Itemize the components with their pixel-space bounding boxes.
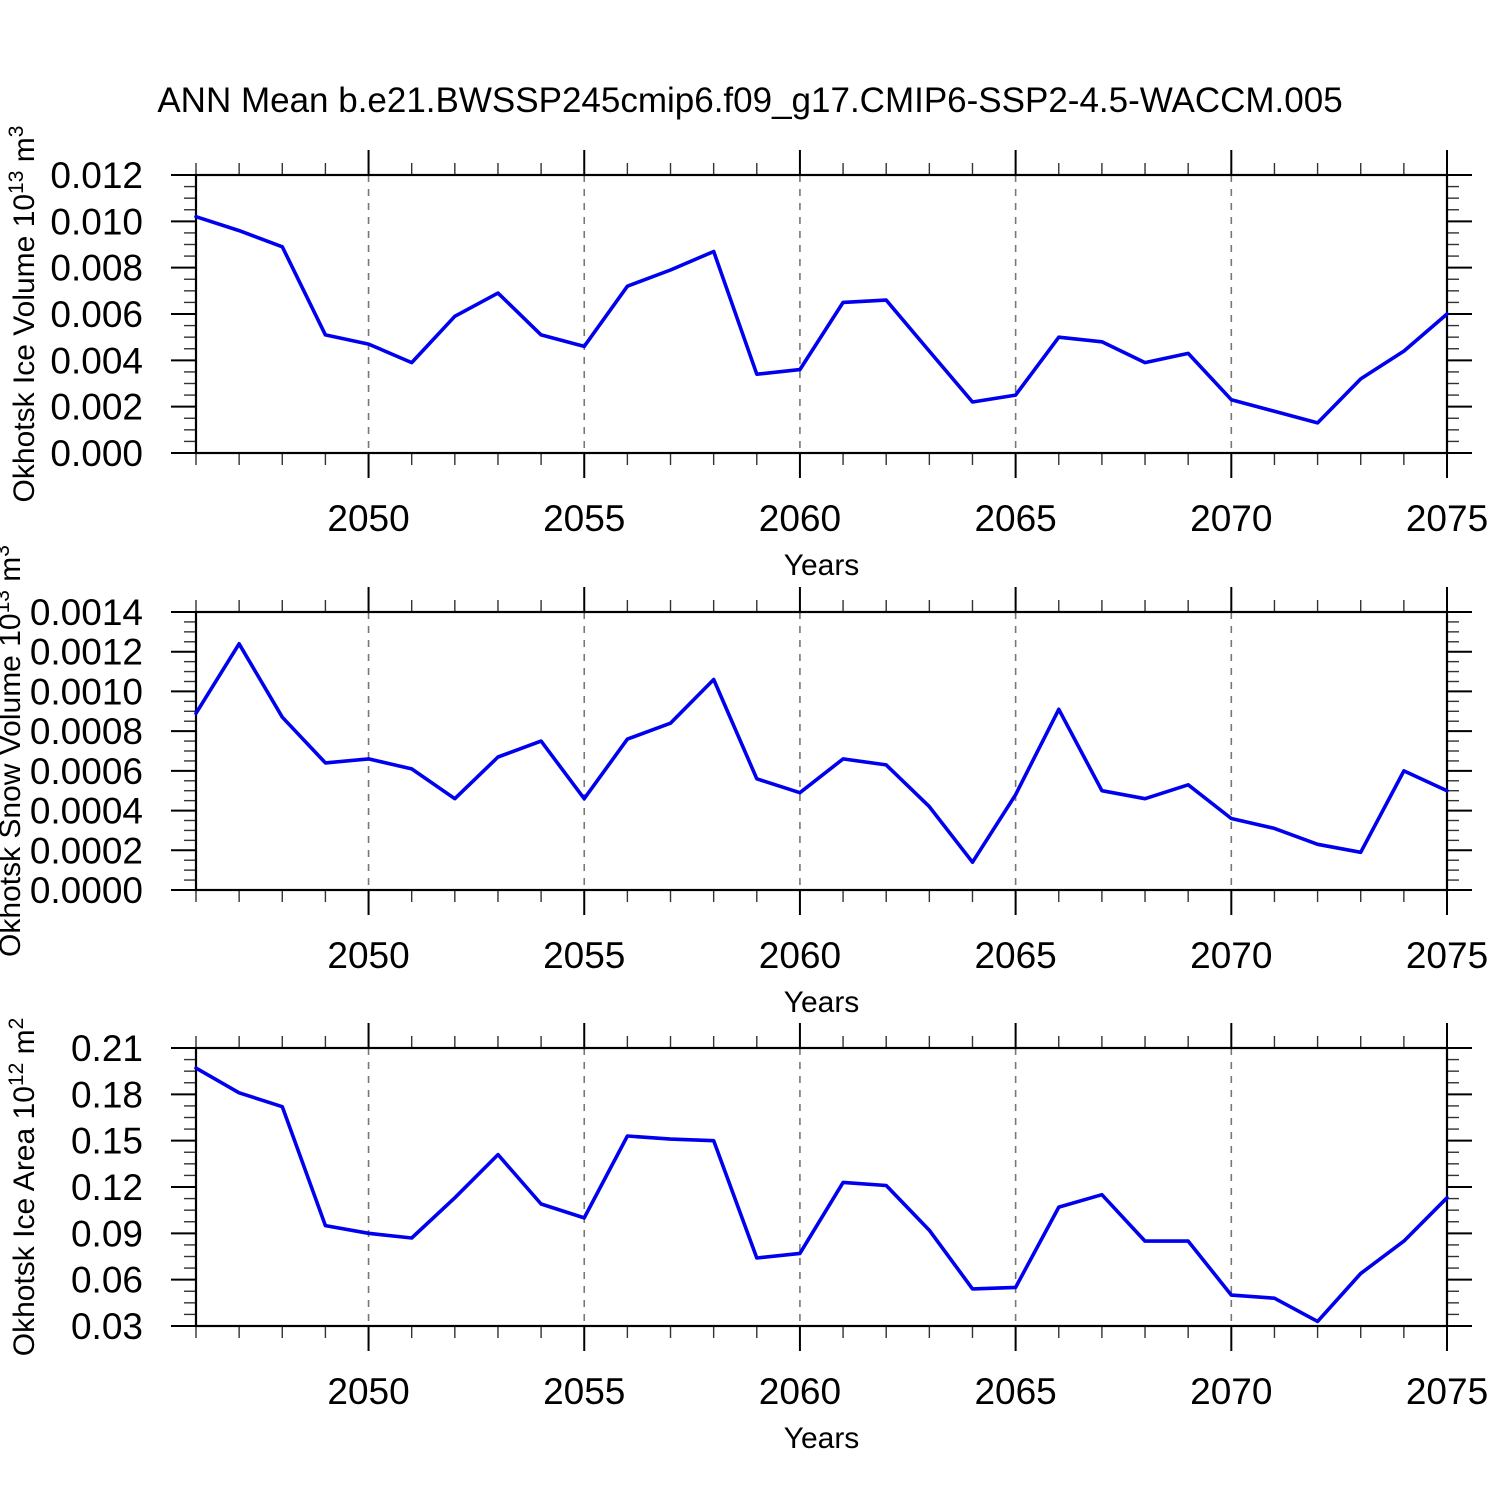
y-tick-label: 0.03 bbox=[71, 1306, 143, 1347]
y-tick-label: 0.004 bbox=[50, 340, 143, 381]
x-tick-label: 2075 bbox=[1406, 498, 1488, 539]
x-axis-label: Years bbox=[784, 549, 860, 582]
y-tick-label: 0.0010 bbox=[30, 671, 143, 712]
y-axis-label-group: Okhotsk Ice Area 1012 m2 bbox=[5, 1018, 41, 1357]
y-tick-label: 0.010 bbox=[50, 201, 143, 242]
y-tick-label: 0.0000 bbox=[30, 870, 143, 911]
x-tick-label: 2050 bbox=[327, 935, 409, 976]
x-tick-label: 2070 bbox=[1190, 498, 1272, 539]
x-tick-label: 2050 bbox=[327, 1371, 409, 1412]
x-tick-label: 2065 bbox=[974, 1371, 1056, 1412]
y-tick-label: 0.006 bbox=[50, 294, 143, 335]
x-tick-label: 2065 bbox=[974, 498, 1056, 539]
okhotsk-ice-volume-line bbox=[194, 214, 1449, 425]
x-tick-label: 2055 bbox=[543, 935, 625, 976]
x-tick-label: 2070 bbox=[1190, 1371, 1272, 1412]
x-tick-label: 2055 bbox=[543, 1371, 625, 1412]
okhotsk-snow-volume-line bbox=[194, 641, 1449, 865]
x-axis-label: Years bbox=[784, 986, 860, 1019]
y-axis-label: Okhotsk Snow Volume 1013 m3 bbox=[0, 545, 27, 957]
y-tick-label: 0.15 bbox=[71, 1121, 143, 1162]
y-axis-label: Okhotsk Ice Volume 1013 m3 bbox=[5, 126, 41, 503]
y-tick-label: 0.002 bbox=[50, 387, 143, 428]
y-axis-label-group: Okhotsk Ice Volume 1013 m3 bbox=[5, 126, 41, 503]
x-tick-label: 2055 bbox=[543, 498, 625, 539]
y-tick-label: 0.0012 bbox=[30, 632, 143, 673]
y-tick-label: 0.18 bbox=[71, 1074, 143, 1115]
plot-box bbox=[194, 1046, 1449, 1328]
y-tick-label: 0.0002 bbox=[30, 830, 143, 871]
y-tick-label: 0.012 bbox=[50, 155, 143, 196]
x-axis-label: Years bbox=[784, 1422, 860, 1455]
plot-box bbox=[194, 173, 1449, 455]
x-tick-label: 2050 bbox=[327, 498, 409, 539]
panel-okhotsk-ice-volume: 0.000 0.002 0.004 0.006 0.008 0.010 0.012 2050 2… bbox=[5, 126, 1488, 582]
x-tick-label: 2075 bbox=[1406, 935, 1488, 976]
panel-okhotsk-ice-area: 0.03 0.06 0.09 0.12 0.15 0.18 0.21 2050 2055 2060… bbox=[5, 1018, 1488, 1455]
y-axis-label: Okhotsk Ice Area 1012 m2 bbox=[5, 1018, 41, 1357]
y-tick-label: 0.09 bbox=[71, 1213, 143, 1254]
x-tick-label: 2060 bbox=[759, 498, 841, 539]
plot-title: ANN Mean b.e21.BWSSP245cmip6.f09_g17.CMI… bbox=[157, 81, 1342, 120]
y-tick-label: 0.008 bbox=[50, 248, 143, 289]
x-tick-label: 2060 bbox=[759, 1371, 841, 1412]
panel-okhotsk-snow-volume: 0.00000.00020.00040.00060.00080.00100.00… bbox=[0, 545, 1488, 1019]
x-tick-label: 2070 bbox=[1190, 935, 1272, 976]
y-tick-label: 0.0004 bbox=[30, 791, 143, 832]
y-tick-label: 0.0014 bbox=[30, 592, 143, 633]
plot-box bbox=[194, 610, 1449, 892]
y-tick-label: 0.06 bbox=[71, 1260, 143, 1301]
okhotsk-ice-area-line bbox=[194, 1066, 1449, 1324]
y-tick-label: 0.12 bbox=[71, 1167, 143, 1208]
x-tick-label: 2065 bbox=[974, 935, 1056, 976]
x-tick-label: 2060 bbox=[759, 935, 841, 976]
x-tick-label: 2075 bbox=[1406, 1371, 1488, 1412]
y-axis-label-group: Okhotsk Snow Volume 1013 m3 bbox=[0, 545, 27, 957]
y-tick-label: 0.000 bbox=[50, 433, 143, 474]
y-tick-label: 0.0008 bbox=[30, 711, 143, 752]
y-tick-label: 0.0006 bbox=[30, 751, 143, 792]
y-tick-label: 0.21 bbox=[71, 1028, 143, 1069]
